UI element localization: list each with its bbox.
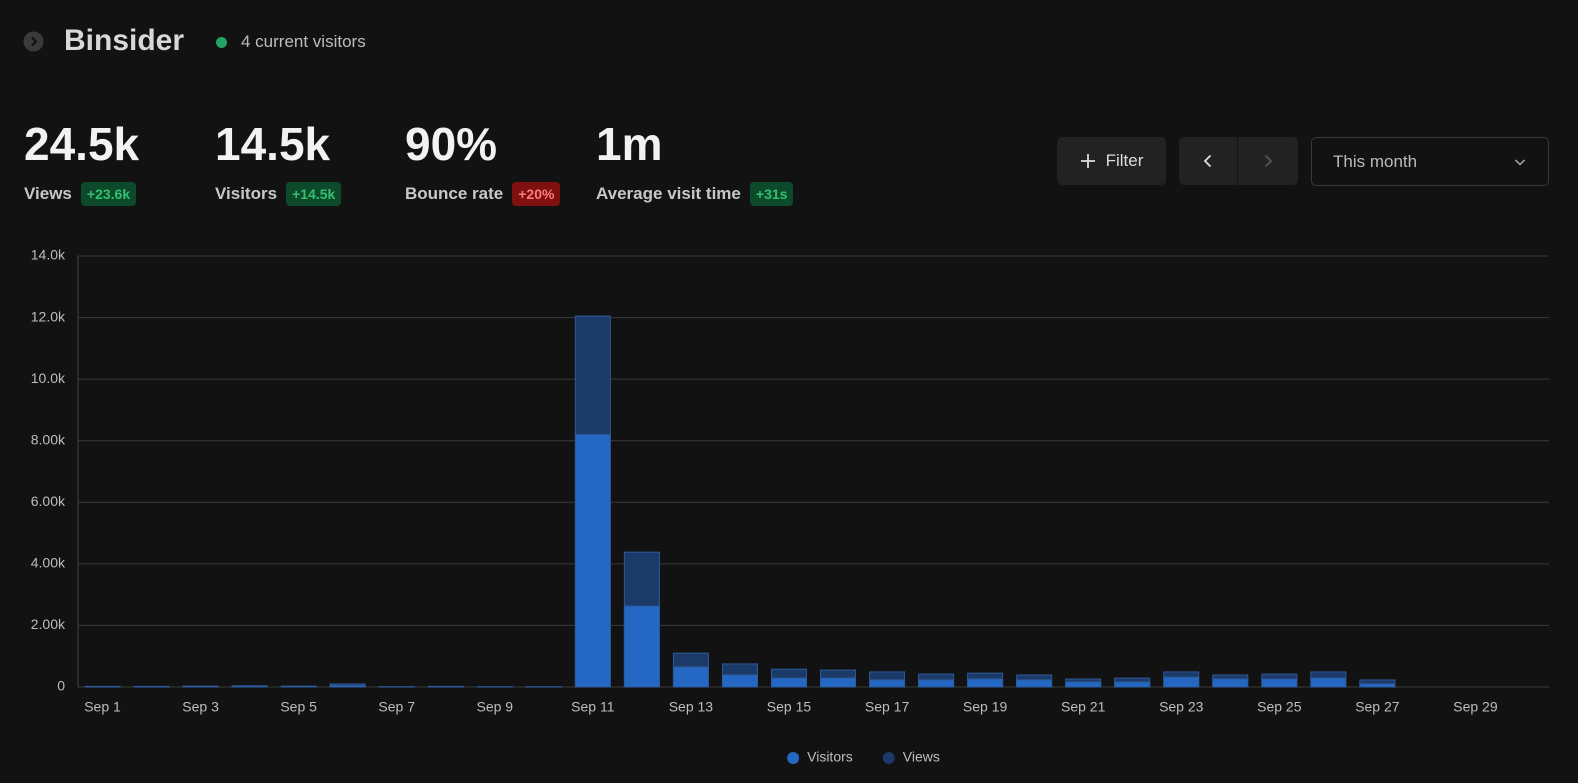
y-tick-label: 8.00k: [31, 431, 66, 447]
y-tick-label: 10.0k: [31, 370, 66, 386]
metric-value: 14.5k: [215, 118, 331, 170]
x-tick-label: Sep 1: [84, 699, 121, 715]
legend-marker: [882, 752, 895, 764]
metric-card: 90% Bounce rate +20%: [405, 116, 561, 206]
metric-label: Views: [24, 184, 72, 203]
y-tick-label: 0: [57, 678, 65, 694]
bar: [231, 685, 268, 688]
bar: [967, 678, 1004, 688]
bar: [820, 677, 857, 688]
legend-marker: [787, 752, 800, 764]
prev-icon: [1203, 154, 1212, 168]
metric-change: +31s: [749, 182, 794, 206]
metric-change: +20%: [512, 182, 561, 206]
x-tick-label: Sep 29: [1453, 699, 1498, 715]
metric-card: 14.5k Visitors +14.5k: [215, 116, 342, 206]
metric-row: Average visit time +31s: [596, 182, 794, 206]
bar: [623, 605, 660, 688]
metric-row: Visitors +14.5k: [215, 182, 342, 206]
dropdown-icon: [1514, 158, 1526, 166]
x-tick-label: Sep 27: [1355, 699, 1400, 715]
y-tick-label: 6.00k: [31, 493, 66, 509]
metric-change: +23.6k: [80, 182, 137, 206]
bar: [1359, 683, 1396, 688]
bar: [1114, 681, 1151, 688]
metric-row: Views +23.6k: [24, 182, 139, 206]
x-tick-label: Sep 15: [767, 699, 812, 715]
metric-change: +14.5k: [286, 182, 342, 206]
x-tick-label: Sep 21: [1061, 699, 1106, 715]
date-range-select[interactable]: This month: [1311, 137, 1549, 186]
bar: [1310, 677, 1347, 688]
next-icon: [1264, 154, 1273, 168]
metric-card: 24.5k Views +23.6k: [24, 116, 139, 206]
y-tick-label: 14.0k: [31, 247, 66, 263]
x-tick-label: Sep 19: [963, 699, 1008, 715]
metric-card: 1m Average visit time +31s: [596, 116, 794, 206]
y-tick-label: 12.0k: [31, 308, 66, 324]
x-tick-label: Sep 17: [865, 699, 910, 715]
y-tick-label: 4.00k: [31, 555, 66, 571]
bar: [770, 677, 807, 688]
site-title: Binsider: [64, 24, 185, 57]
x-tick-label: Sep 5: [280, 699, 317, 715]
bar: [1261, 678, 1298, 688]
date-range-label: This month: [1333, 151, 1418, 171]
legend-label: Visitors: [807, 749, 853, 765]
legend-label: Views: [903, 749, 940, 765]
prev-button[interactable]: [1179, 137, 1237, 185]
x-tick-label: Sep 9: [476, 699, 513, 715]
bar: [1163, 676, 1200, 688]
collapse-button[interactable]: [23, 31, 44, 52]
bar: [869, 679, 906, 688]
x-tick-label: Sep 13: [669, 699, 714, 715]
plus-icon: [1080, 154, 1095, 168]
metric-label: Average visit time: [596, 184, 741, 203]
bar: [1212, 678, 1249, 688]
bar: [721, 674, 758, 688]
bar: [329, 684, 366, 688]
next-button[interactable]: [1238, 137, 1298, 185]
x-tick-label: Sep 25: [1257, 699, 1302, 715]
metric-row: Bounce rate +20%: [405, 182, 561, 206]
metric-value: 24.5k: [24, 118, 140, 170]
metric-label: Visitors: [215, 184, 278, 203]
metric-label: Bounce rate: [405, 184, 504, 203]
filter-label: Filter: [1105, 151, 1144, 170]
filter-button[interactable]: Filter: [1057, 137, 1166, 185]
live-dot: [216, 36, 227, 48]
metric-value: 90%: [405, 118, 498, 170]
x-tick-label: Sep 23: [1159, 699, 1204, 715]
x-tick-label: Sep 3: [182, 699, 219, 715]
x-tick-label: Sep 11: [571, 699, 615, 715]
x-tick-label: Sep 7: [378, 699, 415, 715]
current-visitors: 4 current visitors: [241, 32, 366, 51]
y-tick-label: 2.00k: [31, 616, 66, 632]
bar: [1016, 679, 1053, 688]
bar: [672, 666, 709, 688]
bar: [1065, 681, 1102, 688]
bar: [574, 434, 611, 688]
bar: [918, 679, 955, 688]
live-visitors: 4 current visitors: [216, 32, 366, 52]
metric-value: 1m: [596, 118, 663, 170]
